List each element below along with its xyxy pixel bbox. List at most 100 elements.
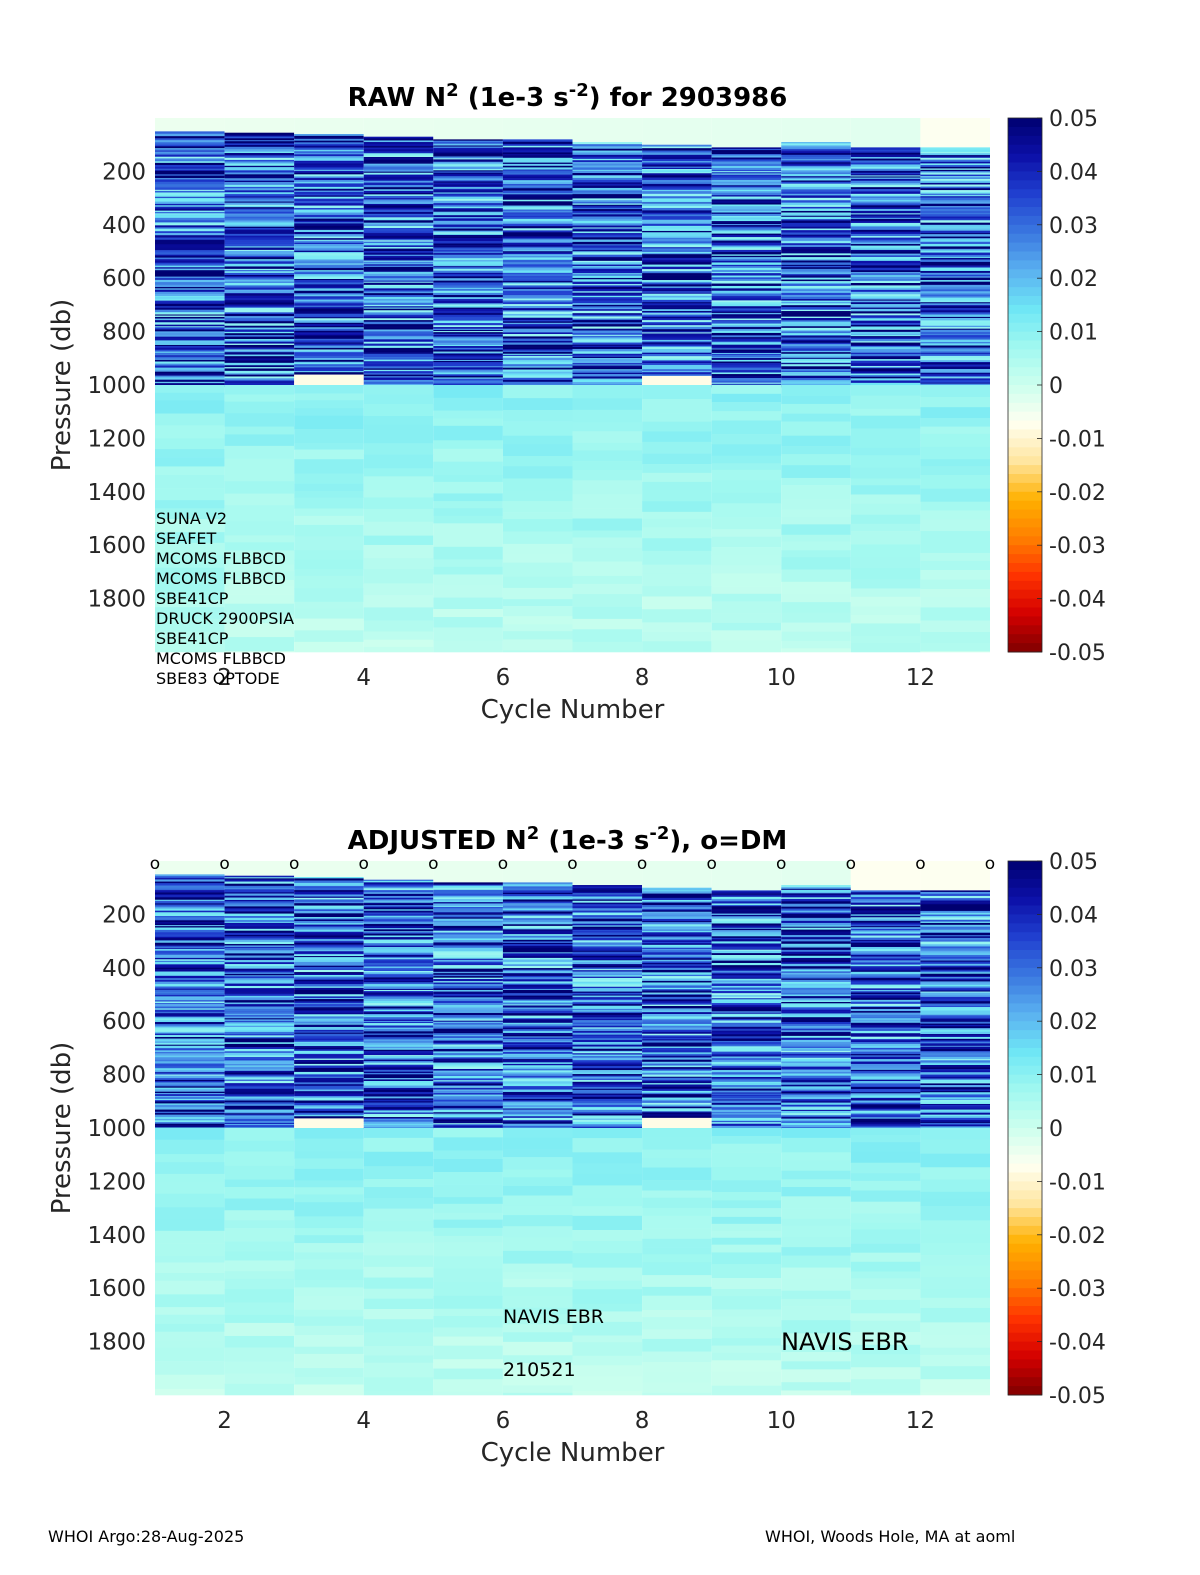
stripe	[781, 167, 851, 169]
deep-block	[294, 1376, 364, 1385]
stripe	[850, 239, 921, 241]
stripe	[850, 154, 921, 158]
stripe	[294, 211, 364, 214]
stripe	[155, 1103, 225, 1106]
stripe	[711, 340, 782, 343]
colorbar-segment	[1008, 1136, 1042, 1147]
stripe	[920, 240, 990, 243]
stripe	[363, 1123, 434, 1126]
deep-block	[363, 1128, 434, 1139]
stripe	[642, 275, 712, 279]
stripe	[294, 136, 364, 140]
deep-block	[781, 485, 851, 500]
stripe	[433, 347, 503, 350]
deep-block	[642, 1392, 712, 1396]
stripe	[502, 147, 573, 149]
surface-band	[850, 118, 921, 148]
stripe	[155, 164, 225, 168]
deep-block	[711, 444, 782, 457]
stripe	[363, 350, 434, 353]
stripe	[572, 322, 643, 325]
deep-block	[711, 1296, 782, 1310]
deep-block	[363, 1231, 434, 1244]
x-tick-label: 8	[635, 1408, 650, 1434]
stripe	[711, 1000, 782, 1004]
stripe	[502, 218, 573, 222]
stripe	[502, 242, 573, 245]
stripe	[224, 134, 295, 137]
stripe	[920, 991, 990, 993]
stripe	[155, 142, 225, 145]
stripe	[850, 189, 921, 192]
stripe	[363, 1065, 434, 1068]
stripe	[363, 256, 434, 259]
stripe	[502, 1005, 573, 1008]
stripe	[433, 245, 503, 248]
stripe	[711, 1107, 782, 1110]
stripe	[850, 244, 921, 246]
stripe	[294, 332, 364, 335]
stripe	[711, 1022, 782, 1025]
stripe	[294, 371, 364, 373]
stripe	[711, 155, 782, 158]
stripe	[502, 276, 573, 278]
stripe	[363, 291, 434, 294]
stripe	[642, 989, 712, 991]
stripe	[433, 193, 503, 196]
deep-block	[850, 1313, 921, 1322]
stripe	[850, 375, 921, 378]
stripe	[224, 960, 295, 963]
stripe	[711, 351, 782, 354]
stripe	[572, 146, 643, 150]
stripe	[572, 195, 643, 199]
surface-band	[155, 118, 225, 132]
stripe	[711, 192, 782, 196]
stripe	[502, 890, 573, 894]
stripe	[155, 268, 225, 271]
colorbar-segment	[1008, 1234, 1042, 1245]
stripe	[363, 996, 434, 1000]
stripe	[155, 149, 225, 151]
stripe	[155, 1033, 225, 1036]
stripe	[155, 247, 225, 251]
stripe	[155, 945, 225, 948]
deep-block	[155, 1388, 225, 1396]
stripe	[572, 1096, 643, 1100]
stripe	[642, 305, 712, 308]
deep-block	[850, 1289, 921, 1301]
stripe	[920, 1046, 990, 1050]
stripe	[711, 903, 782, 906]
stripe	[155, 306, 225, 308]
stripe	[433, 243, 503, 246]
stripe	[781, 352, 851, 355]
stripe	[433, 971, 503, 974]
stripe	[572, 886, 643, 889]
stripe	[155, 1087, 225, 1090]
deep-block	[433, 1327, 503, 1337]
stripe	[781, 1037, 851, 1041]
stripe	[781, 296, 851, 300]
stripe	[363, 140, 434, 143]
x-tick-label: 12	[906, 1408, 935, 1434]
deep-block	[642, 564, 712, 574]
stripe	[502, 188, 573, 190]
deep-block	[920, 407, 990, 419]
stripe	[502, 162, 573, 165]
stripe	[155, 1084, 225, 1087]
stripe	[920, 919, 990, 922]
stripe	[224, 981, 295, 984]
stripe	[642, 375, 712, 378]
deep-block	[294, 608, 364, 619]
stripe	[920, 328, 990, 331]
stripe	[155, 333, 225, 335]
stripe	[642, 262, 712, 265]
deep-block	[155, 1139, 225, 1155]
stripe	[711, 227, 782, 230]
stripe	[224, 340, 295, 343]
stripe	[502, 167, 573, 170]
stripe	[781, 925, 851, 927]
stripe	[920, 180, 990, 184]
deep-block	[642, 518, 712, 528]
deep-block	[502, 410, 573, 422]
stripe	[363, 209, 434, 213]
